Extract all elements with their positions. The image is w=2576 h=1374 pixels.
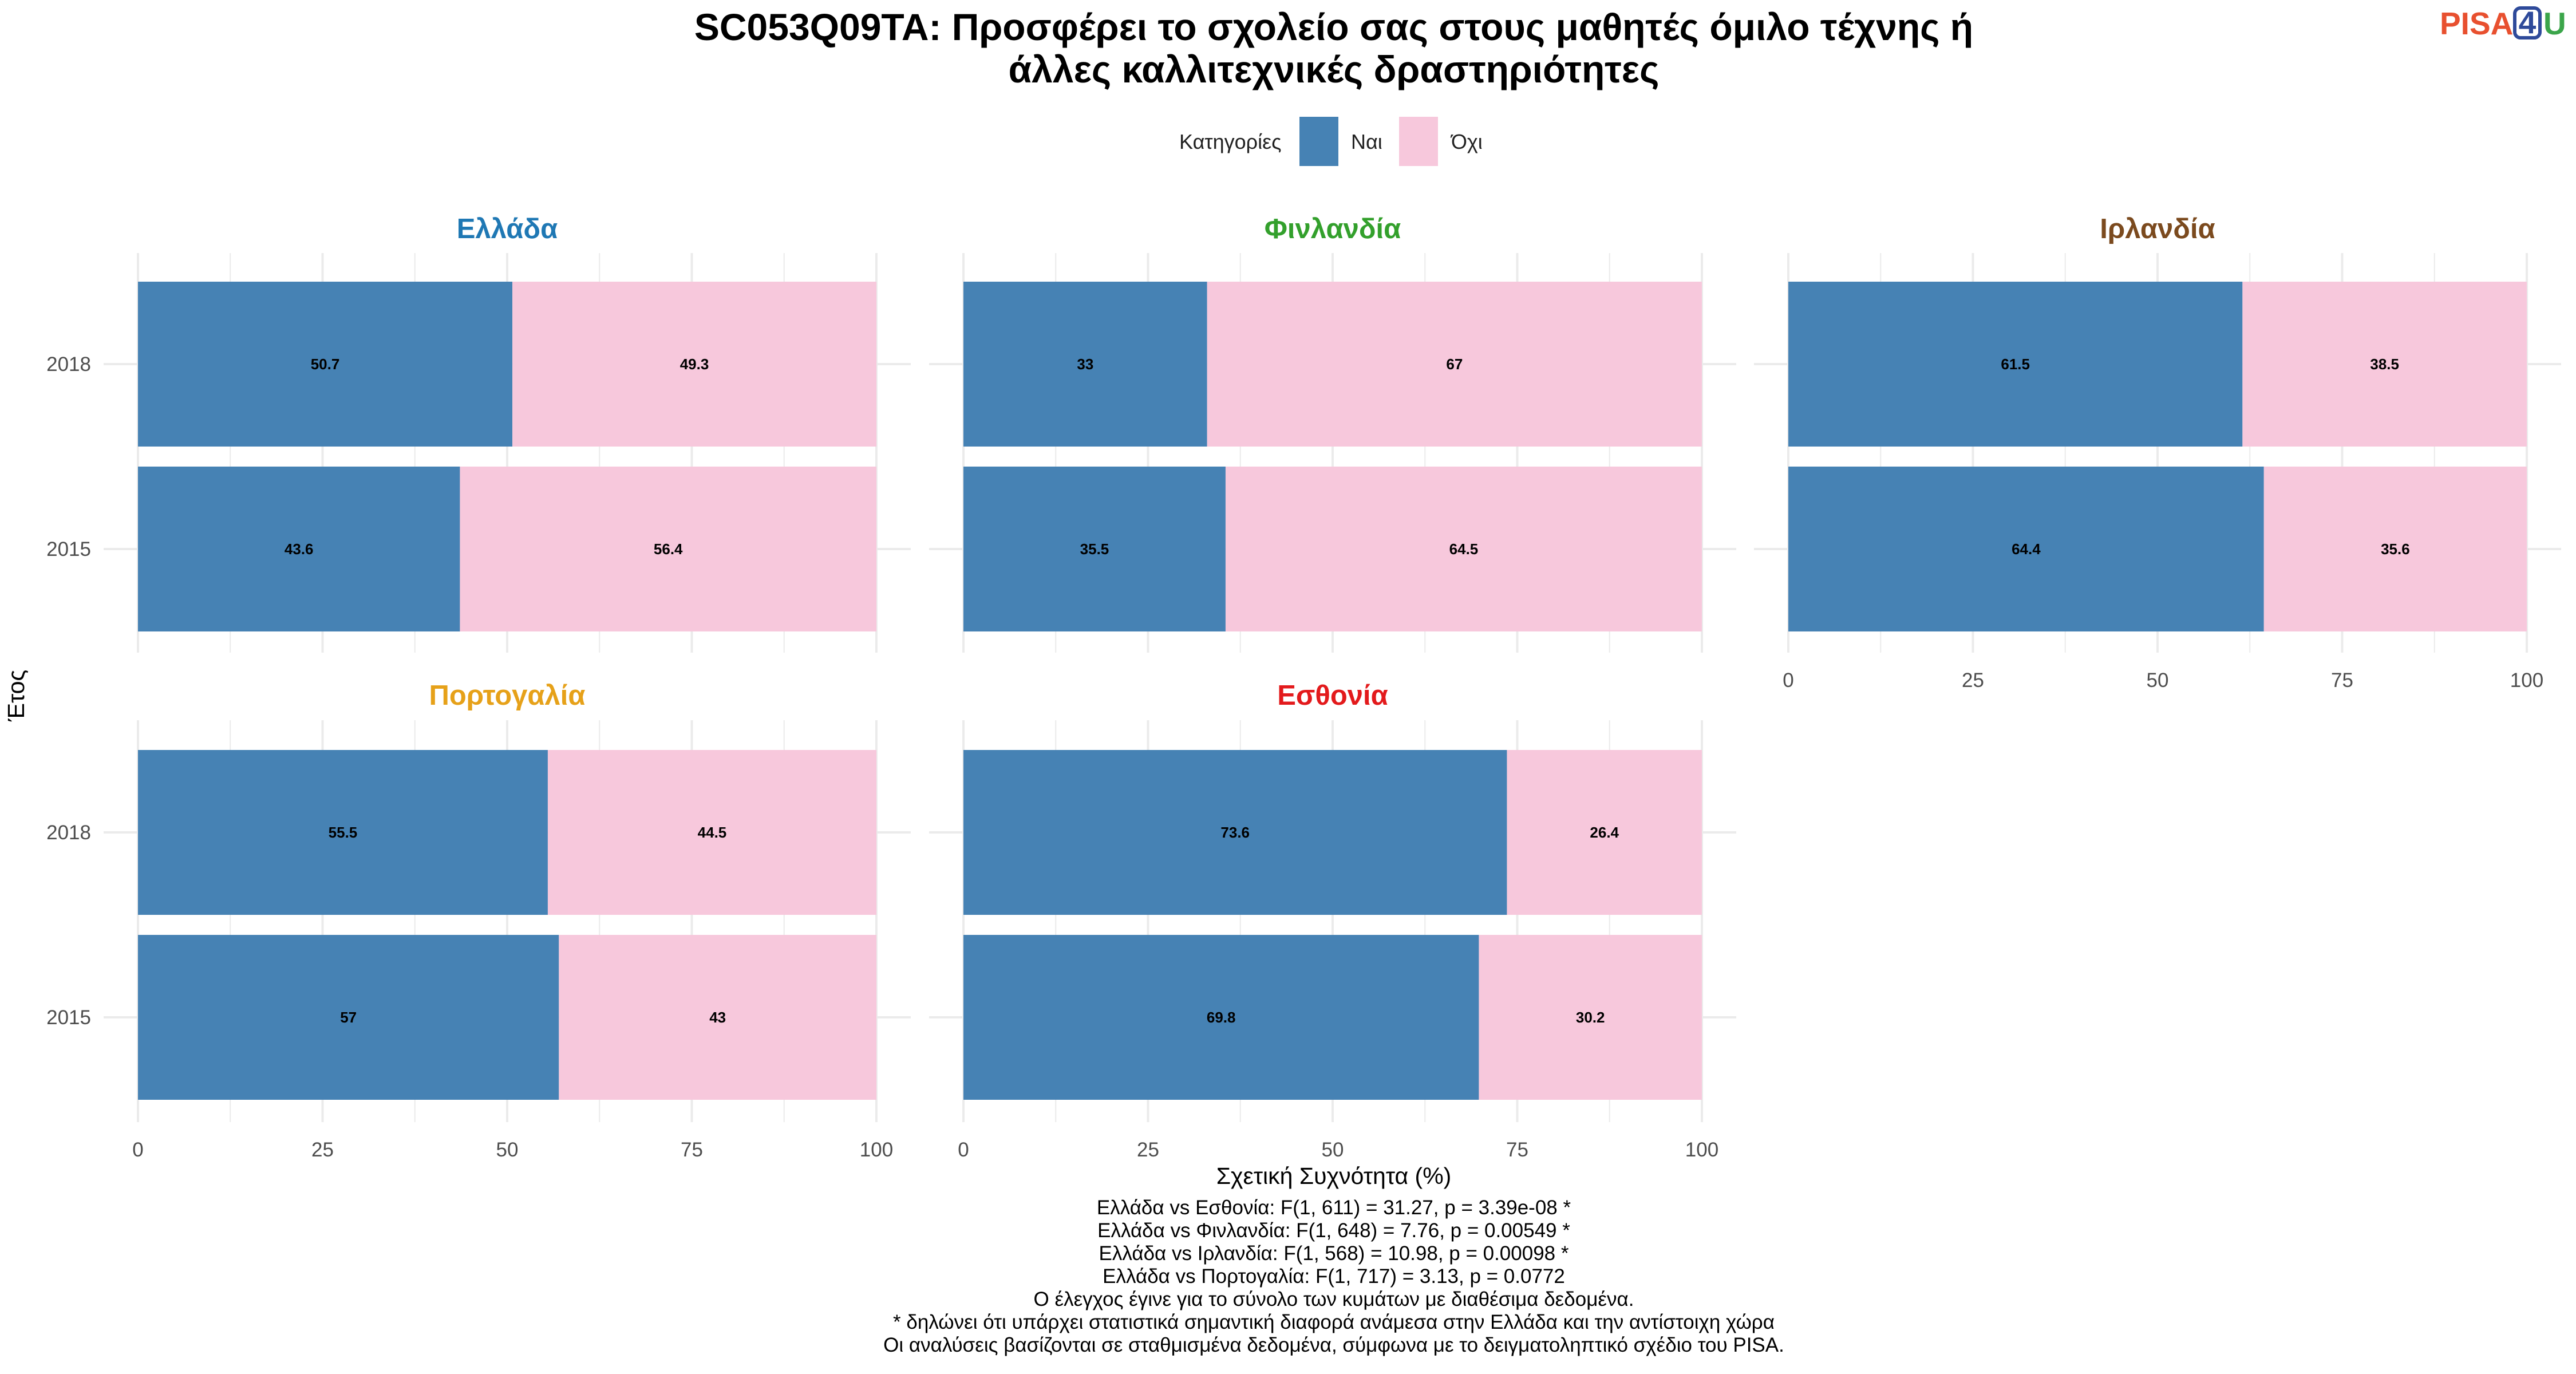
legend: Κατηγορίες Ναι Όχι [1179,117,1483,166]
facets-layer: Ελλάδα 50.7 49.3 2018 43.6 56.4 2015 Φινλανδία 3… [46,214,2561,1161]
x-tick-label: 75 [681,1139,703,1161]
bar-yes [138,750,548,915]
bar-label-no: 26.4 [1590,824,1619,841]
legend-label-no: Όχι [1450,130,1483,153]
notes: Ελλάδα vs Εσθονία: F(1, 611) = 31.27, p … [883,1197,1784,1356]
bar-no [1479,935,1702,1100]
bar-yes [138,467,460,631]
x-axis-title: Σχετική Συχνότητα (%) [1216,1163,1452,1189]
bar-label-yes: 35.5 [1080,540,1109,558]
facet-panel: Πορτογαλία 55.5 44.5 2018 57 43 2015 0 25 50 75 100 [46,680,911,1161]
logo-text-pisa: PISA [2440,6,2513,41]
bar-no [1207,282,1702,447]
bar-no [2242,282,2527,447]
bar-label-no: 56.4 [654,540,683,558]
bar-yes [963,750,1507,915]
bar-yes [138,282,513,447]
bar-no [1507,750,1702,915]
note-line-6: * δηλώνει ότι υπάρχει στατιστικά σημαντι… [893,1311,1775,1333]
bar-label-yes: 57 [340,1009,357,1026]
bar-no [547,750,876,915]
bar-label-yes: 73.6 [1220,824,1250,841]
y-tick-label: 2015 [46,538,91,560]
x-tick-label: 0 [132,1139,143,1161]
x-tick-label: 100 [860,1139,893,1161]
note-line-3: Ελλάδα vs Ιρλανδία: F(1, 568) = 10.98, p… [1099,1242,1569,1265]
logo-box [2513,6,2542,40]
bar-label-yes: 55.5 [329,824,358,841]
x-tick-label: 0 [958,1139,969,1161]
bar-no [1225,467,1702,631]
y-tick-label: 2018 [46,822,91,844]
y-tick-label: 2015 [46,1006,91,1029]
y-axis-title: Έτος [3,670,29,722]
x-tick-label: 50 [2147,669,2169,692]
x-tick-label: 0 [1783,669,1793,692]
facet-title: Πορτογαλία [429,680,585,711]
bar-label-no: 38.5 [2370,356,2399,373]
bar-label-no: 49.3 [680,356,709,373]
bar-label-yes: 50.7 [311,356,340,373]
bar-label-yes: 69.8 [1207,1009,1236,1026]
facet-panel: Ιρλανδία 61.5 38.5 64.4 35.6 0 25 50 75 100 [1754,214,2561,692]
x-tick-label: 25 [311,1139,334,1161]
x-tick-label: 25 [1962,669,1984,692]
facet-panel: Ελλάδα 50.7 49.3 2018 43.6 56.4 2015 [46,214,911,653]
bar-no [559,935,876,1100]
legend-swatch-no [1399,117,1438,166]
legend-label-yes: Ναι [1351,130,1382,153]
legend-title: Κατηγορίες [1179,130,1282,153]
bar-label-yes: 64.4 [2012,540,2041,558]
facet-panel: Φινλανδία 33 67 35.5 64.5 [929,214,1736,653]
x-tick-label: 50 [496,1139,519,1161]
bar-label-yes: 61.5 [2001,356,2030,373]
note-line-7: Οι αναλύσεις βασίζονται σε σταθμισμένα δ… [883,1334,1784,1356]
facet-title: Εσθονία [1277,680,1388,711]
x-tick-label: 25 [1137,1139,1159,1161]
chart-title-line-1: SC053Q09TA: Προσφέρει το σχολείο σας στο… [694,6,1973,48]
x-tick-label: 100 [1685,1139,1718,1161]
bar-yes [963,467,1226,631]
bar-no [2263,467,2527,631]
x-tick-label: 75 [1506,1139,1528,1161]
x-tick-label: 50 [1322,1139,1344,1161]
note-line-5: Ο έλεγχος έγινε για το σύνολο των κυμάτω… [1034,1288,1634,1310]
bar-yes [1788,282,2243,447]
bar-label-yes: 33 [1077,356,1093,373]
legend-swatch-yes [1299,117,1338,166]
facet-title: Φινλανδία [1265,214,1401,244]
x-tick-label: 100 [2510,669,2543,692]
bar-yes [963,935,1479,1100]
bar-label-no: 35.6 [2381,540,2410,558]
logo-text-4: 4 [2519,5,2537,40]
facet-title: Ιρλανδία [2100,214,2215,244]
x-tick-label: 75 [2331,669,2353,692]
note-line-2: Ελλάδα vs Φινλανδία: F(1, 648) = 7.76, p… [1097,1219,1570,1242]
note-line-1: Ελλάδα vs Εσθονία: F(1, 611) = 31.27, p … [1097,1197,1571,1219]
facet-title: Ελλάδα [457,214,558,244]
bar-label-no: 30.2 [1576,1009,1605,1026]
note-line-4: Ελλάδα vs Πορτογαλία: F(1, 717) = 3.13, … [1103,1265,1565,1288]
chart-title-line-2: άλλες καλλιτεχνικές δραστηριότητες [1009,48,1660,90]
bar-no [460,467,876,631]
bar-no [512,282,876,447]
y-tick-label: 2018 [46,353,91,376]
bar-label-no: 67 [1446,356,1463,373]
bar-label-no: 44.5 [698,824,727,841]
bar-yes [1788,467,2264,631]
bar-yes [963,282,1207,447]
bar-label-no: 43 [709,1009,726,1026]
bar-label-no: 64.5 [1449,540,1479,558]
bar-yes [138,935,559,1100]
pisa4u-logo: PISA 4 U [2440,5,2566,41]
bar-label-yes: 43.6 [285,540,314,558]
facet-panel: Εσθονία 73.6 26.4 69.8 30.2 0 25 50 75 100 [929,680,1736,1161]
logo-text-u: U [2543,6,2566,41]
